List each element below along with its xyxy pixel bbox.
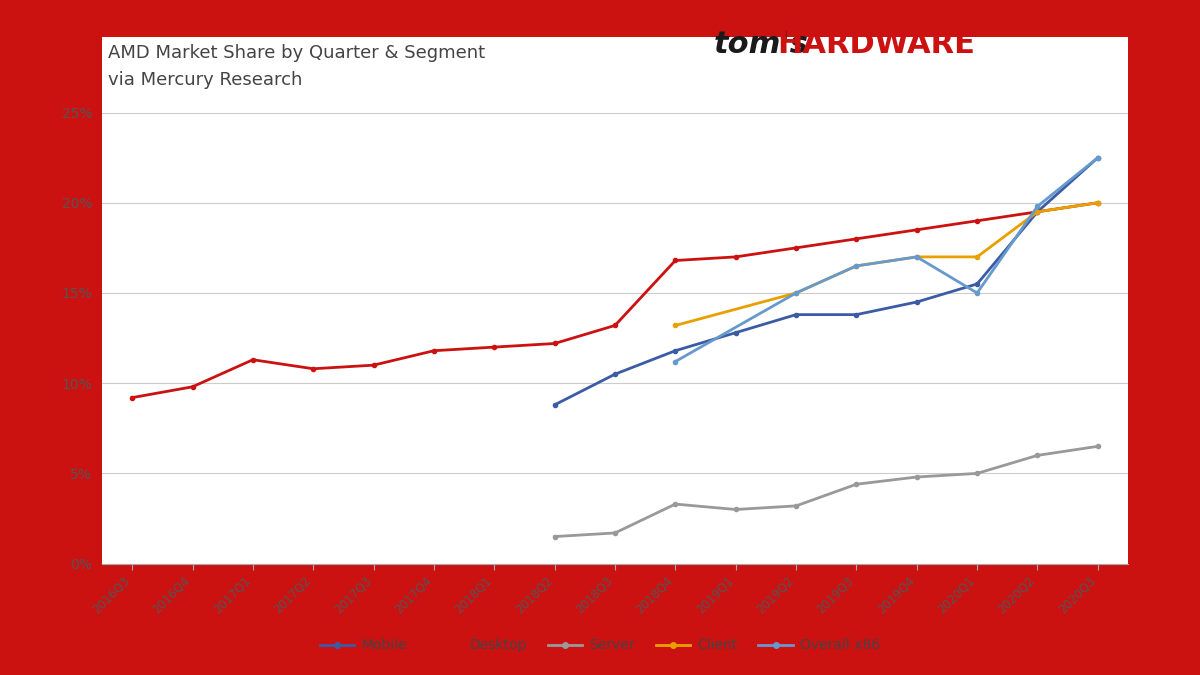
Desktop [125,394,139,402]
Overall x86 [850,262,864,270]
Mobile [850,310,864,319]
Mobile [547,401,562,409]
Overall x86 [910,253,924,261]
Desktop [728,253,743,261]
Server [970,469,984,477]
Text: via Mercury Research: via Mercury Research [108,71,302,89]
Server [910,473,924,481]
Mobile [668,347,683,355]
Desktop [850,235,864,243]
Server [850,480,864,488]
Desktop [1031,208,1045,216]
Server [547,533,562,541]
Server [668,500,683,508]
Text: tom's: tom's [714,30,809,59]
Mobile [788,310,803,319]
Mobile [1031,208,1045,216]
Server [788,502,803,510]
Desktop [547,340,562,348]
Desktop [366,361,380,369]
Desktop [910,225,924,234]
Desktop [427,347,442,355]
Server [1031,452,1045,460]
Server [728,506,743,514]
Desktop [306,364,320,373]
Desktop [185,383,199,391]
Mobile [910,298,924,306]
Overall x86 [668,358,683,366]
Text: HARDWARE: HARDWARE [778,30,976,59]
Client [850,262,864,270]
Line: Server: Server [552,444,1100,539]
Legend: Mobile, Desktop, Server, Client, Overall x86: Mobile, Desktop, Server, Client, Overall… [314,633,886,658]
Mobile [728,329,743,337]
Client [1091,198,1105,207]
Client [970,253,984,261]
Overall x86 [788,289,803,297]
Desktop [788,244,803,252]
Client [1031,208,1045,216]
Line: Desktop: Desktop [130,200,1100,400]
Desktop [487,343,502,351]
Overall x86 [1091,154,1105,162]
Text: AMD Market Share by Quarter & Segment: AMD Market Share by Quarter & Segment [108,44,485,62]
Server [608,529,623,537]
Client [910,253,924,261]
Line: Client: Client [673,200,1100,327]
Mobile [970,280,984,288]
Mobile [1091,154,1105,162]
Overall x86 [970,289,984,297]
Desktop [246,356,260,364]
Client [788,289,803,297]
Server [1091,442,1105,450]
Desktop [608,321,623,329]
Client [668,321,683,329]
Line: Mobile: Mobile [552,155,1100,407]
Mobile [608,370,623,378]
Desktop [1091,198,1105,207]
Overall x86 [1031,202,1045,211]
Desktop [970,217,984,225]
Line: Overall x86: Overall x86 [673,155,1100,364]
Desktop [668,256,683,265]
